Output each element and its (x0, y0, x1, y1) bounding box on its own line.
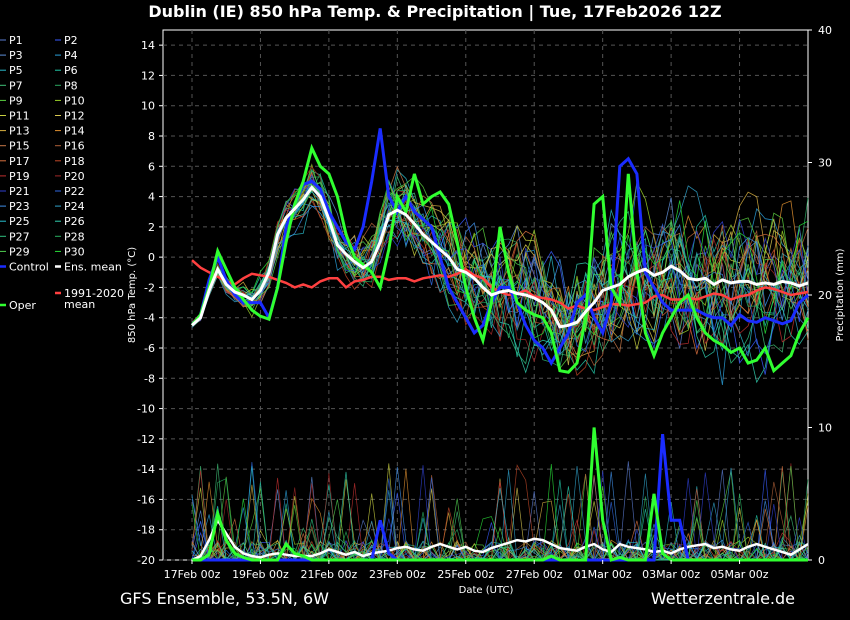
left-tick-label: -14 (137, 463, 155, 476)
legend-item-p7: P7 (9, 79, 23, 92)
oper-line (190, 143, 810, 374)
x-axis-label: Date (UTC) (459, 585, 514, 596)
main-series (190, 128, 810, 374)
legend-item-oper: Oper (9, 299, 36, 312)
legend-item-p6: P6 (64, 64, 78, 77)
legend-item-ens-mean: Ens. mean (64, 261, 122, 274)
legend-item-p11: P11 (9, 110, 30, 123)
left-tick-label: 14 (141, 39, 155, 52)
legend-item-p27: P27 (9, 230, 30, 243)
footer-right: Wetterzentrale.de (651, 589, 795, 608)
legend-item-p10: P10 (64, 94, 85, 107)
left-tick-label: -18 (137, 524, 155, 537)
left-tick-label: -8 (144, 372, 155, 385)
legend-item-p24: P24 (64, 200, 85, 213)
legend-item-p19: P19 (9, 170, 30, 183)
left-tick-label: -12 (137, 433, 155, 446)
legend-item-p25: P25 (9, 215, 30, 228)
legend-item-p8: P8 (64, 79, 78, 92)
member-line-p21 (191, 184, 809, 329)
member-line-p28 (191, 172, 809, 358)
x-tick-label: 19Feb 00z (232, 568, 289, 581)
right-tick-label: 10 (818, 422, 832, 435)
right-tick-label: 40 (818, 24, 832, 37)
y-axis-left-label: 850 hPa Temp. (°C) (127, 247, 138, 343)
left-tick-label: -4 (144, 312, 155, 325)
legend-item-climo-mean: 1991-2020 (64, 287, 124, 300)
x-tick-label: 05Mar 00z (711, 568, 769, 581)
legend-item-p28: P28 (64, 230, 85, 243)
member-line-p30 (191, 180, 809, 339)
legend-item-control: Control (9, 261, 49, 274)
left-tick-label: 0 (148, 251, 155, 264)
legend-item-p14: P14 (64, 125, 85, 138)
x-tick-label: 03Mar 00z (642, 568, 700, 581)
legend-item-p15: P15 (9, 140, 30, 153)
right-tick-label: 30 (818, 157, 832, 170)
left-tick-label: -6 (144, 342, 155, 355)
x-tick-label: 17Feb 00z (164, 568, 221, 581)
legend-item-p16: P16 (64, 140, 85, 153)
y-axis-right-label: Precipitation (mm) (835, 248, 846, 341)
x-axis-ticks: 17Feb 00z 19Feb 00z 21Feb 00z 23Feb 00z 25Fe… (164, 560, 769, 581)
footer-left: GFS Ensemble, 53.5N, 6W (120, 589, 329, 608)
left-tick-label: 2 (148, 221, 155, 234)
oper-precip-line (192, 427, 808, 562)
legend-item-p30: P30 (64, 245, 85, 258)
legend-item-p22: P22 (64, 185, 85, 198)
legend-item-p13: P13 (9, 125, 30, 138)
left-tick-label: 10 (141, 100, 155, 113)
left-tick-label: 12 (141, 69, 155, 82)
legend-item-p3: P3 (9, 49, 23, 62)
legend-item-p21: P21 (9, 185, 30, 198)
x-tick-label: 27Feb 00z (506, 568, 563, 581)
right-tick-label: 0 (818, 554, 825, 567)
legend-item-p17: P17 (9, 155, 30, 168)
legend-item-p2: P2 (64, 34, 78, 47)
left-tick-label: 6 (148, 160, 155, 173)
legend-item-p20: P20 (64, 170, 85, 183)
legend-item-p26: P26 (64, 215, 85, 228)
right-tick-label: 20 (818, 289, 832, 302)
legend-item-p23: P23 (9, 200, 30, 213)
member-line-p26 (191, 184, 809, 384)
legend-item-p1: P1 (9, 34, 23, 47)
left-tick-label: -20 (137, 554, 155, 567)
member-line-p19 (191, 172, 809, 345)
right-axis-ticks: 40 30 20 10 0 (808, 24, 832, 567)
x-tick-label: 01Mar 00z (574, 568, 632, 581)
chart-title: Dublin (IE) 850 hPa Temp. & Precipitatio… (148, 2, 721, 22)
left-tick-label: 8 (148, 130, 155, 143)
left-tick-label: -10 (137, 403, 155, 416)
left-tick-label: -2 (144, 281, 155, 294)
legend: P1 P2 P3 P4 P5 P6 P7 P8 P9 P10 P11 P12 P13 P14 P15 P16 P… (0, 34, 124, 312)
legend-item-p4: P4 (64, 49, 78, 62)
left-tick-label: -16 (137, 493, 155, 506)
x-tick-label: 23Feb 00z (369, 568, 426, 581)
precipitation-series (191, 427, 809, 562)
legend-item-p12: P12 (64, 110, 85, 123)
x-tick-label: 25Feb 00z (437, 568, 494, 581)
mean-precip-line (191, 517, 809, 562)
left-tick-label: 4 (148, 191, 155, 204)
legend-item-p9: P9 (9, 94, 23, 107)
x-tick-label: 21Feb 00z (301, 568, 358, 581)
left-axis-ticks: 14 12 10 8 6 4 2 0 -2 -4 -6 -8 -10 -12 -14 -16 -18 -20 (137, 39, 163, 567)
ens-mean-line (191, 185, 809, 329)
legend-item-climo-mean: mean (64, 298, 95, 311)
legend-item-p29: P29 (9, 245, 30, 258)
legend-item-p18: P18 (64, 155, 85, 168)
member-precip-p9 (191, 471, 809, 562)
legend-item-p5: P5 (9, 64, 23, 77)
